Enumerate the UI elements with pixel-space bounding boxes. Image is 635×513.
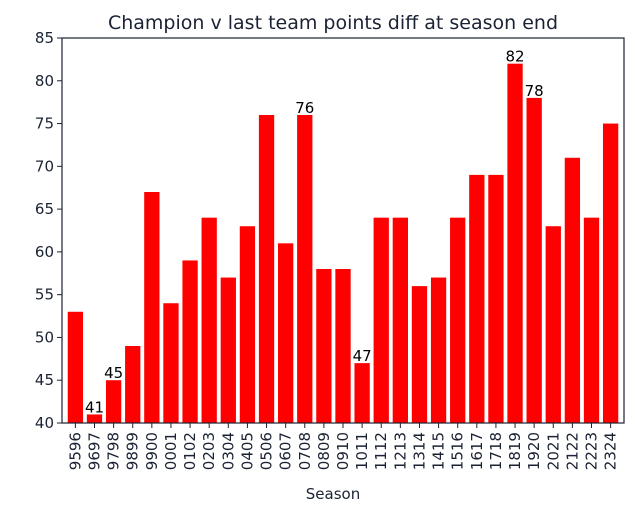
bar-9697 — [86, 414, 103, 423]
x-tick-label: 9900 — [143, 432, 161, 470]
data-label-1819: 82 — [505, 48, 524, 66]
x-tick-label: 0102 — [181, 432, 199, 470]
x-tick-label: 2122 — [563, 432, 581, 470]
x-tick-label: 0809 — [315, 432, 333, 470]
bar-9596 — [67, 311, 84, 423]
x-tick-label: 9798 — [105, 432, 123, 470]
bar-2122 — [564, 157, 581, 423]
x-tick-label: 1718 — [487, 432, 505, 470]
data-label-9697: 41 — [85, 398, 104, 416]
bar-1415 — [430, 277, 447, 423]
x-tick-label: 0405 — [238, 432, 256, 470]
x-tick-label: 0910 — [334, 432, 352, 470]
x-tick-label: 1617 — [468, 432, 486, 470]
x-tick-label: 9697 — [85, 432, 103, 470]
x-tick-label: 9596 — [66, 432, 84, 470]
x-tick-label: 2021 — [544, 432, 562, 470]
x-tick-label: 0708 — [296, 432, 314, 470]
bar-0102 — [182, 260, 198, 423]
bar-1516 — [450, 217, 466, 423]
bar-0506 — [258, 115, 275, 423]
x-tick-label: 1920 — [525, 432, 543, 470]
bar-0910 — [335, 269, 351, 423]
bars-group — [67, 63, 619, 424]
y-tick-label: 40 — [35, 414, 54, 432]
bar-0405 — [239, 226, 256, 423]
y-tick-label: 75 — [35, 115, 54, 133]
y-axis: 40 45 50 55 60 65 70 75 80 85 — [35, 29, 62, 432]
x-axis-label: Season — [306, 485, 360, 503]
bar-9798 — [105, 380, 122, 423]
bar-9899 — [125, 346, 141, 423]
bar-1213 — [392, 217, 408, 423]
x-tick-label: 1314 — [410, 432, 428, 470]
bar-0809 — [316, 269, 332, 423]
bar-9900 — [144, 192, 160, 423]
y-tick-label: 70 — [35, 157, 54, 175]
bar-1819 — [507, 63, 523, 424]
bar-0001 — [163, 303, 179, 423]
y-tick-label: 80 — [35, 72, 54, 90]
x-tick-label: 0304 — [219, 432, 237, 470]
bar-2021 — [545, 226, 561, 423]
bar-1920 — [526, 97, 542, 423]
y-tick-label: 85 — [35, 29, 54, 47]
y-tick-label: 50 — [35, 328, 54, 346]
x-tick-label: 0203 — [200, 432, 218, 470]
y-tick-label: 65 — [35, 200, 54, 218]
y-tick-label: 55 — [35, 286, 54, 304]
x-tick-label: 1213 — [391, 432, 409, 470]
bar-1718 — [488, 174, 504, 423]
x-tick-label: 1819 — [506, 432, 524, 470]
y-tick-label: 60 — [35, 243, 54, 261]
bar-0203 — [201, 217, 217, 423]
x-tick-label: 0607 — [277, 432, 295, 470]
x-tick-label: 0001 — [162, 432, 180, 470]
bar-1617 — [469, 174, 485, 423]
x-tick-label: 2324 — [602, 432, 620, 470]
x-tick-label: 0506 — [258, 432, 276, 470]
data-label-9798: 45 — [104, 364, 123, 382]
x-tick-label: 1112 — [372, 432, 390, 470]
data-label-1920: 78 — [525, 82, 544, 100]
bar-1011 — [354, 363, 370, 423]
bar-1112 — [373, 217, 389, 423]
x-tick-label: 1516 — [449, 432, 467, 470]
bar-0607 — [278, 243, 294, 423]
x-tick-label: 1415 — [430, 432, 448, 470]
chart-title: Champion v last team points diff at seas… — [108, 12, 558, 34]
x-tick-label: 9899 — [124, 432, 142, 470]
y-tick-label: 45 — [35, 371, 54, 389]
x-axis: 9596 9697 9798 9899 9900 0001 0102 0203 0304 0405… — [66, 423, 620, 470]
x-tick-label: 2223 — [583, 432, 601, 470]
data-label-0708: 76 — [295, 99, 314, 117]
data-label-1011: 47 — [353, 347, 372, 365]
bar-2223 — [583, 217, 600, 423]
bar-2324 — [602, 123, 619, 424]
x-tick-label: 1011 — [353, 432, 371, 470]
bar-0708 — [297, 115, 313, 423]
plot-frame — [61, 37, 625, 424]
bar-0304 — [220, 277, 236, 423]
bar-1314 — [411, 286, 428, 423]
